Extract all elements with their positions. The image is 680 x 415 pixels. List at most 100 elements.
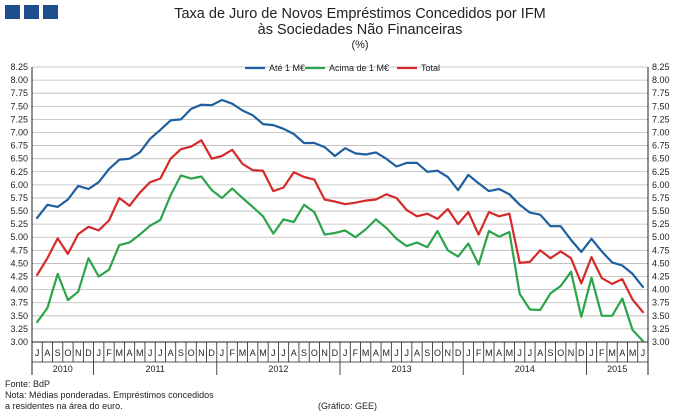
y-tick-label-left: 3.75 (10, 298, 28, 308)
x-month-label: F (229, 348, 235, 358)
y-tick-label-right: 8.25 (652, 62, 670, 72)
x-month-label: D (578, 348, 585, 358)
x-month-label: D (85, 348, 92, 358)
x-month-label: N (198, 348, 205, 358)
x-year-label: 2010 (53, 364, 73, 374)
y-tick-label-left: 4.75 (10, 245, 28, 255)
x-month-label: J (466, 348, 471, 358)
footer-source: Fonte: BdP (5, 379, 51, 389)
x-month-label: S (547, 348, 553, 358)
x-month-label: D (455, 348, 462, 358)
x-year-label: 2011 (146, 364, 165, 374)
x-month-label: J (35, 348, 40, 358)
y-tick-label-right: 3.25 (652, 324, 670, 334)
x-month-label: S (301, 348, 307, 358)
x-month-label: D (208, 348, 215, 358)
x-month-label: A (291, 348, 297, 358)
x-month-label: J (517, 348, 522, 358)
x-month-label: A (619, 348, 625, 358)
y-tick-label-left: 8.25 (10, 62, 28, 72)
x-month-label: J (281, 348, 286, 358)
y-tick-label-right: 3.00 (652, 337, 670, 347)
y-tick-label-left: 4.25 (10, 272, 28, 282)
y-tick-label-right: 6.25 (652, 167, 670, 177)
legend-label-acima-1m: Acima de 1 M€ (329, 63, 389, 73)
y-tick-label-left: 6.75 (10, 141, 28, 151)
x-month-label: F (353, 348, 359, 358)
x-month-label: A (44, 348, 50, 358)
chart-title-line-2: às Sociedades Não Financeiras (257, 22, 463, 38)
x-month-label: J (343, 348, 348, 358)
x-month-label: S (55, 348, 61, 358)
x-month-label: M (608, 348, 616, 358)
x-month-label: J (404, 348, 409, 358)
x-year-label: 2012 (268, 364, 288, 374)
x-month-label: J (158, 348, 163, 358)
x-month-label: M (259, 348, 267, 358)
y-tick-label-left: 8.00 (10, 75, 28, 85)
x-month-label: M (362, 348, 370, 358)
y-tick-label-right: 4.25 (652, 272, 670, 282)
x-month-label: M (629, 348, 637, 358)
y-tick-label-left: 7.25 (10, 114, 28, 124)
footer-note-line-2: a residentes na área do euro. (5, 401, 123, 411)
y-tick-label-left: 6.00 (10, 180, 28, 190)
x-month-label: D (332, 348, 339, 358)
y-tick-label-right: 6.00 (652, 180, 670, 190)
y-tick-label-left: 6.25 (10, 167, 28, 177)
chart-title-line-1: Taxa de Juro de Novos Empréstimos Conced… (174, 6, 546, 22)
x-month-label: N (568, 348, 575, 358)
y-tick-label-left: 4.50 (10, 258, 28, 268)
x-month-label: M (116, 348, 124, 358)
footer-credit: (Gráfico: GEE) (318, 401, 378, 411)
x-month-label: O (64, 348, 71, 358)
y-tick-label-right: 5.75 (652, 193, 670, 203)
y-tick-label-right: 7.25 (652, 114, 670, 124)
x-month-label: J (96, 348, 101, 358)
legend-label-ate-1m: Até 1 M€ (269, 63, 305, 73)
x-month-label: N (75, 348, 82, 358)
y-tick-label-left: 7.75 (10, 88, 28, 98)
x-month-label: N (321, 348, 328, 358)
x-year-label: 2015 (607, 364, 627, 374)
y-tick-label-left: 3.00 (10, 337, 28, 347)
x-month-label: J (220, 348, 225, 358)
x-month-label: J (394, 348, 399, 358)
x-month-label: A (168, 348, 174, 358)
x-month-label: A (414, 348, 420, 358)
x-month-label: N (445, 348, 452, 358)
y-tick-label-right: 5.00 (652, 232, 670, 242)
header-logo-block-1 (5, 5, 20, 19)
y-tick-label-right: 5.25 (652, 219, 670, 229)
y-tick-label-left: 5.25 (10, 219, 28, 229)
y-tick-label-right: 6.75 (652, 141, 670, 151)
y-tick-label-right: 7.50 (652, 101, 670, 111)
x-month-label: J (528, 348, 533, 358)
x-month-label: A (537, 348, 543, 358)
x-month-label: M (136, 348, 144, 358)
y-tick-label-right: 4.00 (652, 285, 670, 295)
chart-title: Taxa de Juro de Novos Empréstimos Conced… (0, 6, 680, 52)
y-tick-label-right: 3.50 (652, 311, 670, 321)
x-month-label: F (106, 348, 112, 358)
y-tick-label-left: 7.00 (10, 127, 28, 137)
legend-label-total: Total (421, 63, 440, 73)
y-tick-label-left: 7.50 (10, 101, 28, 111)
series-line-acima-1m (35, 174, 645, 343)
chart-units: (%) (351, 39, 369, 51)
series-line-total (35, 139, 645, 314)
y-tick-label-left: 4.00 (10, 285, 28, 295)
y-tick-label-right: 7.75 (652, 88, 670, 98)
y-tick-label-right: 3.75 (652, 298, 670, 308)
x-month-label: O (188, 348, 195, 358)
x-month-label: F (599, 348, 605, 358)
x-month-label: S (424, 348, 430, 358)
x-month-label: F (476, 348, 482, 358)
x-month-label: S (178, 348, 184, 358)
series-line-ate-1m (35, 98, 645, 289)
y-tick-label-right: 4.75 (652, 245, 670, 255)
y-tick-label-left: 3.25 (10, 324, 28, 334)
y-tick-label-left: 6.50 (10, 154, 28, 164)
y-tick-label-right: 4.50 (652, 258, 670, 268)
